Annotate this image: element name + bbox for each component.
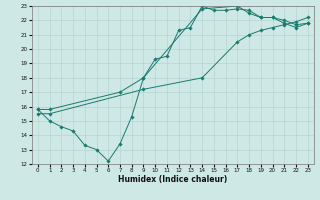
X-axis label: Humidex (Indice chaleur): Humidex (Indice chaleur) (118, 175, 228, 184)
